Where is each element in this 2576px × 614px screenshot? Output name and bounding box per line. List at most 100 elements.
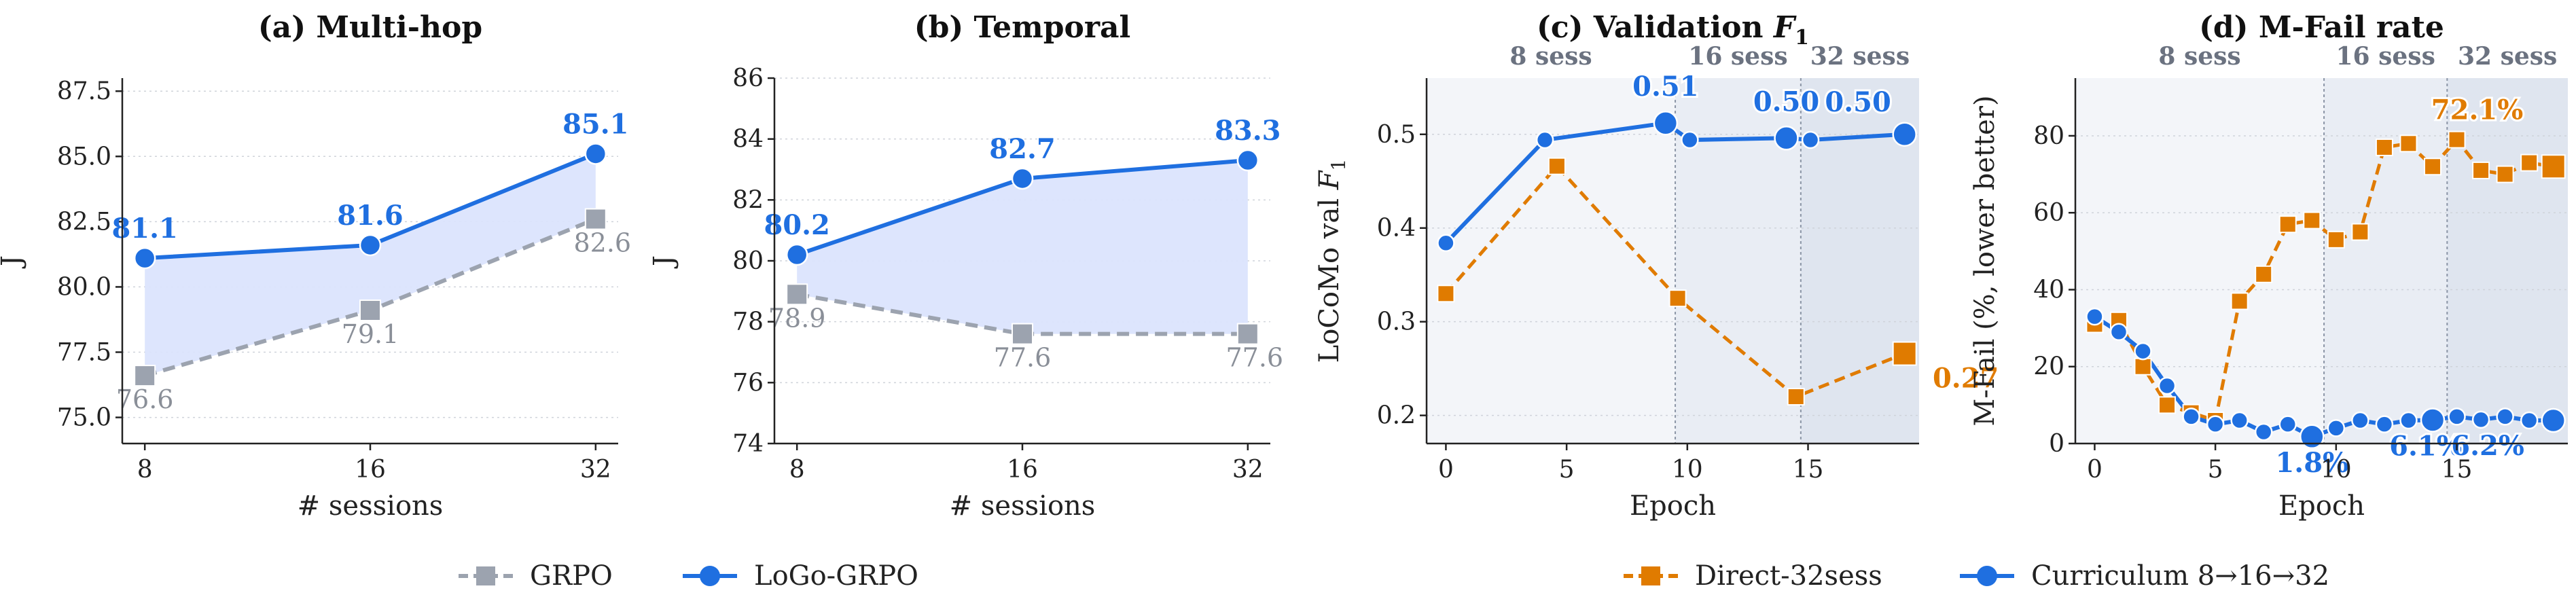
- value-annotation: 6.2%: [2451, 430, 2524, 462]
- curriculum-point: [1437, 234, 1455, 253]
- grpo-value-label: 76.6: [116, 384, 174, 414]
- x-axis-label: # sessions: [298, 490, 444, 522]
- chart-panel-d: 8 sess 16 sess 32 sess 0 20 40 60 80 72.1% 1.8% 6.…: [1969, 10, 2568, 522]
- direct-32sess-point: [2375, 138, 2393, 156]
- grpo-value-label: 77.6: [994, 343, 1052, 373]
- y-tick-label: 0.3: [1377, 308, 1416, 336]
- phase-background: [2324, 78, 2448, 444]
- x-tick-label: 16: [1007, 456, 1038, 484]
- grpo-point: [584, 208, 607, 230]
- logo-grpo-point: [1236, 149, 1259, 172]
- direct-32sess-point: [2541, 154, 2566, 179]
- direct-32sess-point: [1668, 289, 1687, 308]
- square-marker-icon: [476, 566, 495, 585]
- circle-marker-icon: [1977, 566, 1997, 586]
- legend-item-right-1: Curriculum 8→16→32: [1960, 560, 2329, 592]
- y-tick-label: 77.5: [57, 339, 111, 367]
- y-tick-label: 82: [732, 186, 764, 214]
- curriculum-point: [1535, 130, 1554, 149]
- y-tick-label: 80: [2033, 122, 2064, 150]
- legend-label: LoGo-GRPO: [754, 560, 918, 592]
- direct-32sess-point: [1787, 388, 1805, 406]
- legend-item-right-0: Direct-32sess: [1624, 560, 1882, 592]
- phase-label: 16 sess: [1688, 42, 1787, 71]
- curriculum-point: [2086, 307, 2104, 326]
- legend-item-left-0: GRPO: [459, 560, 613, 592]
- y-tick-label: 80.0: [57, 273, 111, 301]
- x-tick-label: 5: [2208, 456, 2223, 484]
- x-tick-label: 32: [1232, 456, 1264, 484]
- curriculum-point: [2134, 342, 2152, 361]
- y-tick-label: 75.0: [57, 404, 111, 432]
- y-axis-label: LoCoMo val F1: [1314, 159, 1350, 363]
- y-tick-label: 74: [732, 430, 764, 458]
- logo-grpo-point: [584, 143, 607, 165]
- grpo-point: [134, 365, 156, 387]
- curriculum-point: [2278, 415, 2297, 433]
- value-annotation: 0.51: [1632, 71, 1698, 103]
- x-tick-label: 10: [2321, 456, 2352, 484]
- curriculum-point: [2206, 415, 2225, 433]
- curriculum-point: [2254, 422, 2273, 441]
- chart-title: (a) Multi-hop: [258, 10, 482, 45]
- direct-32sess-point: [2158, 396, 2177, 414]
- legends: GRPO LoGo-GRPO Direct-32sess Curriculum 8→1…: [459, 560, 2329, 592]
- logo-grpo-value-label: 82.7: [989, 133, 1055, 165]
- curriculum-point: [2520, 411, 2539, 430]
- x-tick-label: 5: [1559, 456, 1575, 484]
- direct-32sess-point: [2255, 265, 2273, 283]
- value-annotation: 0.50: [1753, 86, 1819, 118]
- chart-title: (d) M-Fail rate: [2199, 10, 2444, 45]
- direct-32sess-point: [2351, 223, 2369, 241]
- value-annotation: 1.8%: [2275, 447, 2348, 479]
- curriculum-point: [1892, 122, 1917, 147]
- y-tick-label: 76: [732, 369, 764, 397]
- y-axis-label: J: [648, 255, 679, 269]
- y-tick-label: 60: [2033, 199, 2064, 227]
- direct-32sess-point: [1892, 341, 1917, 366]
- direct-32sess-point: [2278, 215, 2297, 234]
- phase-background: [1427, 78, 1676, 444]
- grpo-point: [359, 300, 381, 322]
- y-tick-label: 85.0: [57, 143, 111, 170]
- x-tick-label: 8: [789, 456, 805, 484]
- x-tick-label: 16: [355, 456, 386, 484]
- y-axis-label: M-Fail (%, lower better): [1969, 95, 2001, 426]
- x-axis-label: Epoch: [1630, 490, 1716, 522]
- curriculum-point: [1653, 110, 1679, 136]
- curriculum-point: [2448, 408, 2466, 426]
- grpo-value-label: 79.1: [342, 319, 399, 349]
- legend-label: Curriculum 8→16→32: [2031, 560, 2329, 592]
- x-axis-label: # sessions: [950, 490, 1096, 522]
- grpo-value-label: 82.6: [574, 228, 632, 258]
- legend-item-left-1: LoGo-GRPO: [683, 560, 918, 592]
- curriculum-point: [2230, 411, 2249, 430]
- curriculum-point: [2496, 408, 2514, 426]
- x-tick-label: 8: [137, 456, 153, 484]
- curriculum-point: [2300, 424, 2325, 450]
- phase-label: 8 sess: [2158, 42, 2240, 71]
- direct-32sess-point: [2303, 211, 2321, 230]
- chart-title: (b) Temporal: [914, 10, 1130, 45]
- value-annotation: 0.27: [1933, 363, 1999, 395]
- chart-panel-a: 75.077.580.082.585.087.576.681.179.181.6…: [0, 10, 631, 522]
- grpo-point: [786, 283, 808, 306]
- direct-32sess-point: [1548, 157, 1566, 175]
- y-axis-label: J: [0, 255, 27, 269]
- y-tick-label: 82.5: [57, 208, 111, 236]
- y-tick-label: 0.5: [1377, 121, 1416, 149]
- curriculum-point: [2420, 408, 2446, 433]
- x-tick-label: 10: [1672, 456, 1703, 484]
- direct-32sess-point: [1437, 285, 1455, 303]
- x-axis-label: Epoch: [2278, 490, 2365, 522]
- y-tick-label: 40: [2033, 276, 2064, 304]
- phase-label: 32 sess: [2458, 42, 2557, 71]
- curriculum-point: [1774, 126, 1799, 151]
- curriculum-point: [1801, 130, 1820, 149]
- x-tick-label: 0: [2087, 456, 2103, 484]
- phase-label: 32 sess: [1810, 42, 1910, 71]
- legend-label: Direct-32sess: [1695, 560, 1882, 592]
- x-tick-label: 32: [580, 456, 611, 484]
- grpo-value-label: 78.9: [768, 303, 826, 333]
